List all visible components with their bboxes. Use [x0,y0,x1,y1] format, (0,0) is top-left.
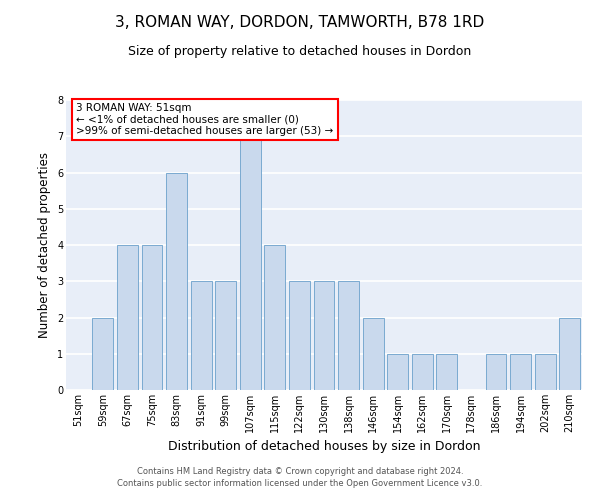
Bar [338,281,359,390]
Bar [535,354,556,390]
Bar [485,354,506,390]
Bar [314,281,334,390]
Bar [265,245,286,390]
Bar [510,354,531,390]
Bar [191,281,212,390]
Bar [289,281,310,390]
Bar [436,354,457,390]
Text: 3, ROMAN WAY, DORDON, TAMWORTH, B78 1RD: 3, ROMAN WAY, DORDON, TAMWORTH, B78 1RD [115,15,485,30]
Bar [240,136,261,390]
Y-axis label: Number of detached properties: Number of detached properties [38,152,52,338]
Text: 3 ROMAN WAY: 51sqm
← <1% of detached houses are smaller (0)
>99% of semi-detache: 3 ROMAN WAY: 51sqm ← <1% of detached hou… [76,103,334,136]
Bar [362,318,383,390]
Bar [142,245,163,390]
Bar [412,354,433,390]
Text: Contains HM Land Registry data © Crown copyright and database right 2024.
Contai: Contains HM Land Registry data © Crown c… [118,466,482,487]
Bar [92,318,113,390]
X-axis label: Distribution of detached houses by size in Dordon: Distribution of detached houses by size … [168,440,480,454]
Bar [117,245,138,390]
Bar [387,354,408,390]
Bar [559,318,580,390]
Bar [166,172,187,390]
Text: Size of property relative to detached houses in Dordon: Size of property relative to detached ho… [128,45,472,58]
Bar [215,281,236,390]
